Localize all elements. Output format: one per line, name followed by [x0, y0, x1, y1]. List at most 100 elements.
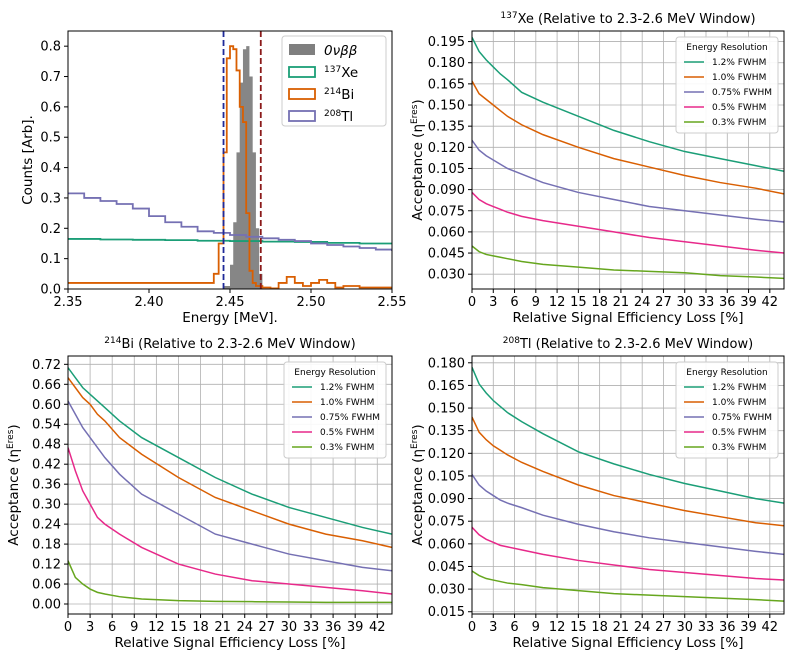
legend-box: [281, 35, 387, 127]
y-tick-label: 0.180: [428, 356, 465, 371]
x-tick-label: 2.35: [54, 295, 83, 310]
y-tick-label: 0.090: [428, 183, 465, 198]
legend-label: 0.3% FWHM: [712, 118, 766, 128]
legend-box: [675, 361, 779, 459]
x-tick-label: 27: [655, 295, 672, 310]
x-tick-label: 30: [676, 295, 693, 310]
chart-panel-1: 2.35 2.40 2.45 2.50 2.55 0.0 0.1 0.2 0.3 0.4 0.5 0.…: [20, 30, 407, 326]
x-tick-label: 42: [369, 620, 386, 635]
legend-label: 1.2% FWHM: [712, 58, 766, 68]
legend-label: 0.5% FWHM: [320, 428, 374, 438]
y-axis-label: Counts [Arb].: [20, 115, 36, 205]
series-area-0νββ: [223, 46, 263, 289]
legend-title: Energy Resolution: [294, 368, 375, 378]
x-tick-label: 36: [719, 620, 736, 635]
y-tick-label: 0.36: [32, 478, 61, 493]
legend: 0νββ 137Xe 214Bi 208Tl: [281, 35, 387, 127]
x-tick-label: 2.50: [297, 295, 326, 310]
y-tick-label: 0.0: [40, 283, 61, 298]
legend-label: 137Xe: [324, 65, 358, 81]
y-tick-label: 0.165: [428, 77, 465, 92]
x-tick-label: 12: [148, 620, 165, 635]
legend-box: [675, 36, 779, 134]
legend-label: 0.3% FWHM: [712, 443, 766, 453]
y-axis-label: Acceptance (ηEres): [6, 424, 22, 545]
legend-title: Energy Resolution: [686, 43, 767, 53]
legend-title: Energy Resolution: [686, 368, 767, 378]
data-layer: [472, 367, 784, 602]
x-tick-label: 39: [740, 295, 757, 310]
y-tick-label: 0.045: [428, 560, 465, 575]
legend-label: 0νββ: [324, 43, 358, 59]
x-tick-label: 30: [676, 620, 693, 635]
x-tick-label: 42: [762, 620, 779, 635]
y-tick-label: 0.6: [40, 100, 61, 115]
x-axis-label: Relative Signal Efficiency Loss [%]: [512, 635, 743, 651]
x-tick-label: 33: [698, 620, 715, 635]
x-tick-label: 39: [740, 620, 757, 635]
legend: Energy Resolution 1.2% FWHM 1.0% FWHM 0.75%…: [675, 361, 779, 459]
x-tick-label: 27: [259, 620, 276, 635]
legend-swatch-Bi: [288, 88, 316, 100]
y-tick-label: 0.18: [32, 538, 61, 553]
chart-panel-4: 0 3 6 9 12 15 18 21 24 27 30 33 36 39 420.0150.0300.04…: [410, 336, 785, 651]
y-tick-label: 0.120: [428, 141, 465, 156]
y-axis-label: Acceptance (ηEres): [410, 424, 426, 545]
chart-panel-2: 0 3 6 9 12 15 18 21 24 27 30 33 36 39 420.0300.0450.06…: [410, 11, 785, 326]
series-line-1.2% FWHM: [68, 367, 392, 535]
y-tick-label: 0.42: [32, 458, 61, 473]
x-tick-label: 18: [591, 295, 608, 310]
x-tick-label: 18: [591, 620, 608, 635]
y-tick-label: 0.165: [428, 379, 465, 394]
y-tick-label: 0.3: [40, 191, 61, 206]
y-tick-label: 0.7: [40, 70, 61, 85]
legend-swatch-Xe: [288, 66, 316, 78]
y-tick-label: 0.66: [32, 378, 61, 393]
y-tick-label: 0.195: [428, 35, 465, 50]
legend-label: 1.2% FWHM: [712, 383, 766, 393]
series-line-0.5% FWHM: [472, 191, 784, 254]
x-tick-label: 12: [549, 620, 566, 635]
legend-label: 0.75% FWHM: [320, 413, 380, 423]
x-tick-label: 2.40: [135, 295, 164, 310]
x-axis-label: Energy [MeV].: [182, 310, 278, 326]
axes-frame: [471, 355, 785, 615]
data-layer: [472, 37, 784, 280]
y-tick-label: 0.060: [428, 537, 465, 552]
y-tick-label: 0.54: [32, 418, 61, 433]
series-line-Tl: [68, 192, 392, 252]
series-line-0.5% FWHM: [68, 447, 392, 595]
x-tick-label: 6: [510, 620, 518, 635]
y-tick-label: 0.105: [428, 469, 465, 484]
legend-box: [283, 361, 387, 459]
chart-panel-3: 0 3 6 9 12 15 18 21 24 27 30 33 36 39 420.000.060.120.…: [6, 336, 393, 651]
y-tick-label: 0.8: [40, 40, 61, 55]
series-line-0.5% FWHM: [472, 526, 784, 581]
data-layer: [68, 367, 392, 604]
y-tick-label: 0.120: [428, 447, 465, 462]
legend-label: 0.75% FWHM: [712, 413, 772, 423]
axes-frame: [67, 355, 393, 615]
x-tick-label: 0: [64, 620, 72, 635]
x-tick-label: 2.55: [378, 295, 407, 310]
legend-label: 0.5% FWHM: [712, 428, 766, 438]
x-tick-label: 9: [532, 620, 540, 635]
x-tick-label: 21: [214, 620, 231, 635]
legend-swatch-0νββ: [289, 44, 315, 55]
legend-label: 0.5% FWHM: [712, 103, 766, 113]
legend-label: 1.0% FWHM: [320, 398, 374, 408]
series-line-1.0% FWHM: [472, 416, 784, 527]
series-line-1.2% FWHM: [472, 367, 784, 504]
x-tick-label: 39: [347, 620, 364, 635]
y-tick-label: 0.135: [428, 120, 465, 135]
x-tick-label: 42: [762, 295, 779, 310]
legend-label: 208Tl: [324, 109, 353, 125]
y-tick-label: 0.4: [40, 161, 61, 176]
legend-label: 0.75% FWHM: [712, 88, 772, 98]
chart-title: 214Bi (Relative to 2.3-2.6 MeV Window): [104, 336, 355, 352]
x-tick-label: 3: [489, 620, 497, 635]
y-tick-label: 0.150: [428, 402, 465, 417]
series-line-0.75% FWHM: [472, 139, 784, 223]
x-tick-label: 9: [130, 620, 138, 635]
